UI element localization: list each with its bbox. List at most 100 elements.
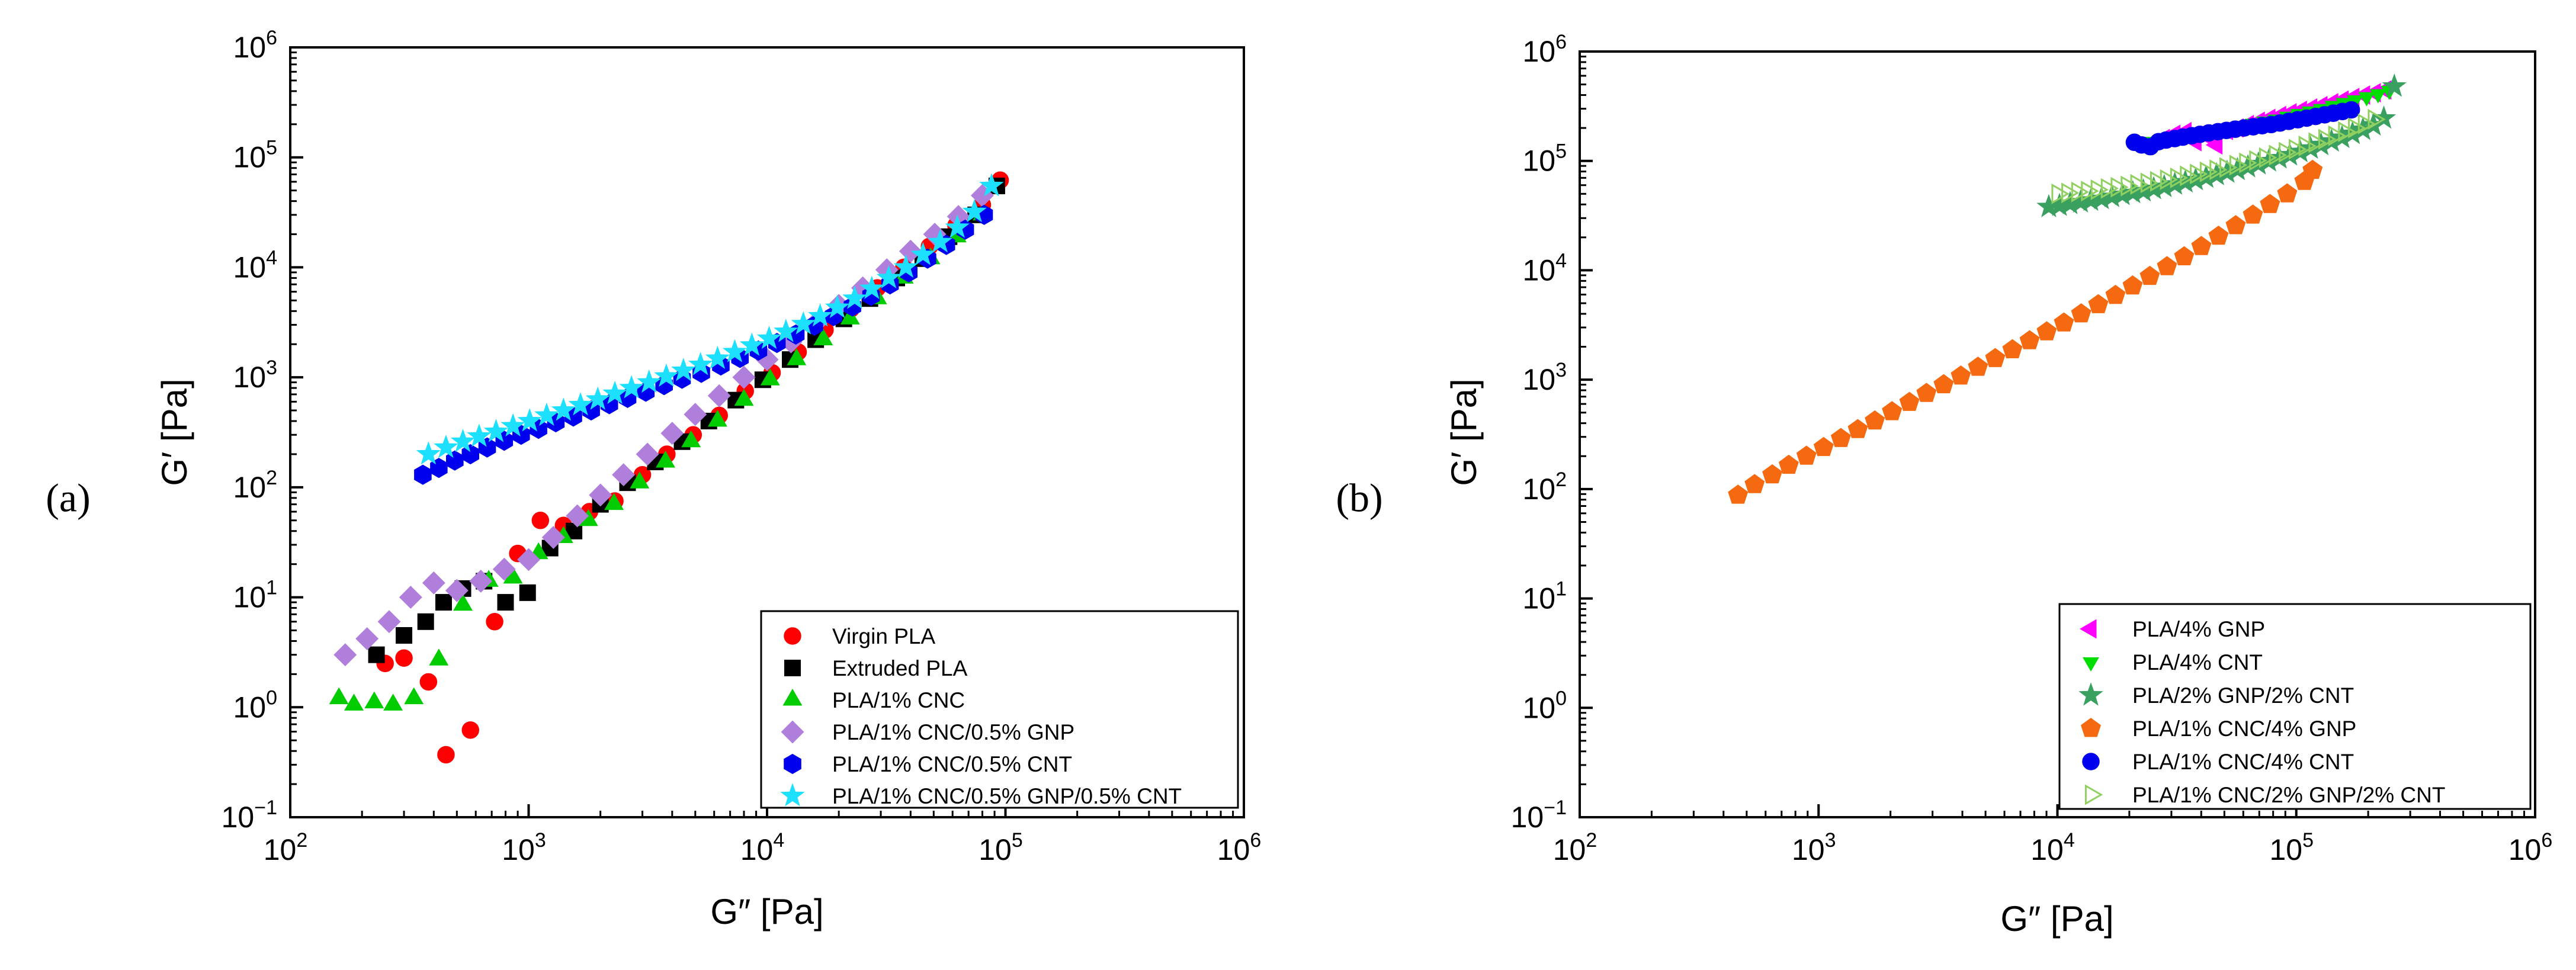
legend-label: PLA/2% GNP/2% CNT — [2132, 683, 2354, 708]
y-tick-label: 100 — [1522, 687, 1567, 724]
x-tick-label: 103 — [502, 829, 546, 866]
data-point — [1985, 348, 2006, 367]
data-point — [377, 610, 401, 634]
data-point — [2199, 161, 2218, 182]
data-point — [876, 265, 902, 289]
data-point — [656, 451, 675, 468]
data-point — [2110, 176, 2129, 198]
data-point — [566, 504, 589, 528]
data-point — [450, 429, 476, 452]
data-point — [2081, 181, 2099, 202]
data-point — [419, 673, 438, 691]
data-point — [774, 319, 798, 342]
data-point — [517, 408, 542, 432]
data-point — [2208, 225, 2229, 245]
y-tick-label: 102 — [233, 467, 277, 504]
y-tick-label: 106 — [1522, 31, 1567, 68]
data-point — [791, 311, 816, 335]
data-point — [2269, 144, 2288, 166]
data-point — [534, 402, 559, 426]
panel-a-ticks — [289, 46, 1245, 818]
data-point — [404, 687, 424, 705]
data-point — [2157, 256, 2177, 275]
legend-label: PLA/1% CNC/2% GNP/2% CNT — [2132, 783, 2445, 807]
legend-label: PLA/4% CNT — [2132, 650, 2263, 674]
data-point — [2170, 167, 2189, 188]
data-point — [2139, 265, 2160, 285]
data-point — [2019, 330, 2040, 349]
x-tick-label: 103 — [1792, 829, 1836, 866]
data-point — [2338, 121, 2356, 142]
panel-a-x-axis-label: G″ [Pa] — [710, 892, 823, 932]
data-point — [813, 328, 833, 346]
data-point — [1744, 474, 1765, 493]
series-6 — [416, 173, 1004, 465]
data-point — [2357, 113, 2376, 134]
data-point — [722, 339, 748, 362]
legend-label: PLA/1% CNC — [832, 688, 965, 712]
series-4 — [1728, 159, 2323, 504]
data-point — [329, 687, 349, 705]
x-tick-label: 106 — [1217, 829, 1262, 866]
legend-marker — [781, 720, 804, 744]
data-point — [979, 173, 1004, 197]
legend-marker — [784, 753, 801, 775]
data-point — [486, 613, 503, 631]
data-point — [2088, 294, 2109, 313]
data-point — [840, 307, 860, 325]
data-point — [2054, 312, 2074, 332]
panel-b-legend-box — [2058, 603, 2532, 810]
data-point — [2036, 321, 2057, 341]
y-tick-label: 101 — [1522, 578, 1567, 615]
chart-panel-b: (b) 102 103 104 105 106 10−11001011021031041… — [1336, 31, 2552, 939]
data-point — [568, 392, 593, 416]
data-point — [630, 471, 650, 489]
panel-a-plot-area: 102 103 104 105 106 10−110010110210310410510… — [222, 27, 1262, 866]
data-point — [1865, 410, 1885, 430]
data-point — [684, 403, 707, 426]
x-tick-label: 104 — [740, 829, 785, 866]
legend-label: PLA/4% GNP — [2132, 617, 2265, 641]
data-point — [1916, 383, 1937, 402]
data-point — [604, 493, 624, 510]
data-point — [2369, 89, 2386, 104]
data-point — [2002, 339, 2023, 358]
data-point — [422, 571, 445, 595]
data-point — [2318, 129, 2337, 150]
data-point — [469, 569, 493, 593]
data-point — [461, 721, 479, 739]
y-tick-label: 106 — [233, 27, 277, 64]
data-point — [2328, 125, 2347, 146]
data-point — [2289, 139, 2307, 160]
data-point — [2279, 142, 2297, 163]
data-point — [2308, 132, 2327, 153]
data-point — [2090, 179, 2109, 200]
data-point — [654, 363, 679, 387]
data-point — [2249, 150, 2267, 171]
data-point — [483, 419, 509, 442]
data-point — [2239, 152, 2257, 174]
data-point — [437, 746, 455, 764]
legend-label: PLA/1% CNC/4% CNT — [2132, 750, 2354, 774]
data-point — [585, 386, 610, 410]
data-point — [671, 358, 696, 381]
y-tick-label: 104 — [233, 246, 277, 284]
data-point — [760, 368, 780, 386]
data-point — [2190, 163, 2208, 185]
data-point — [2260, 194, 2280, 213]
data-point — [416, 441, 441, 465]
panel-a-legend-box — [760, 610, 1239, 809]
series-5 — [2125, 101, 2360, 156]
data-point — [467, 423, 492, 447]
data-point — [707, 410, 727, 427]
data-point — [531, 512, 550, 529]
data-point — [434, 434, 458, 458]
panel-b-plot-area: 102 103 104 105 106 10−110010110210310410510… — [1511, 31, 2553, 866]
data-point — [807, 303, 833, 327]
data-point — [333, 643, 357, 667]
panel-b-marks — [1728, 73, 2407, 504]
data-point — [707, 384, 731, 407]
data-point — [1899, 391, 1920, 411]
data-point — [364, 691, 384, 709]
